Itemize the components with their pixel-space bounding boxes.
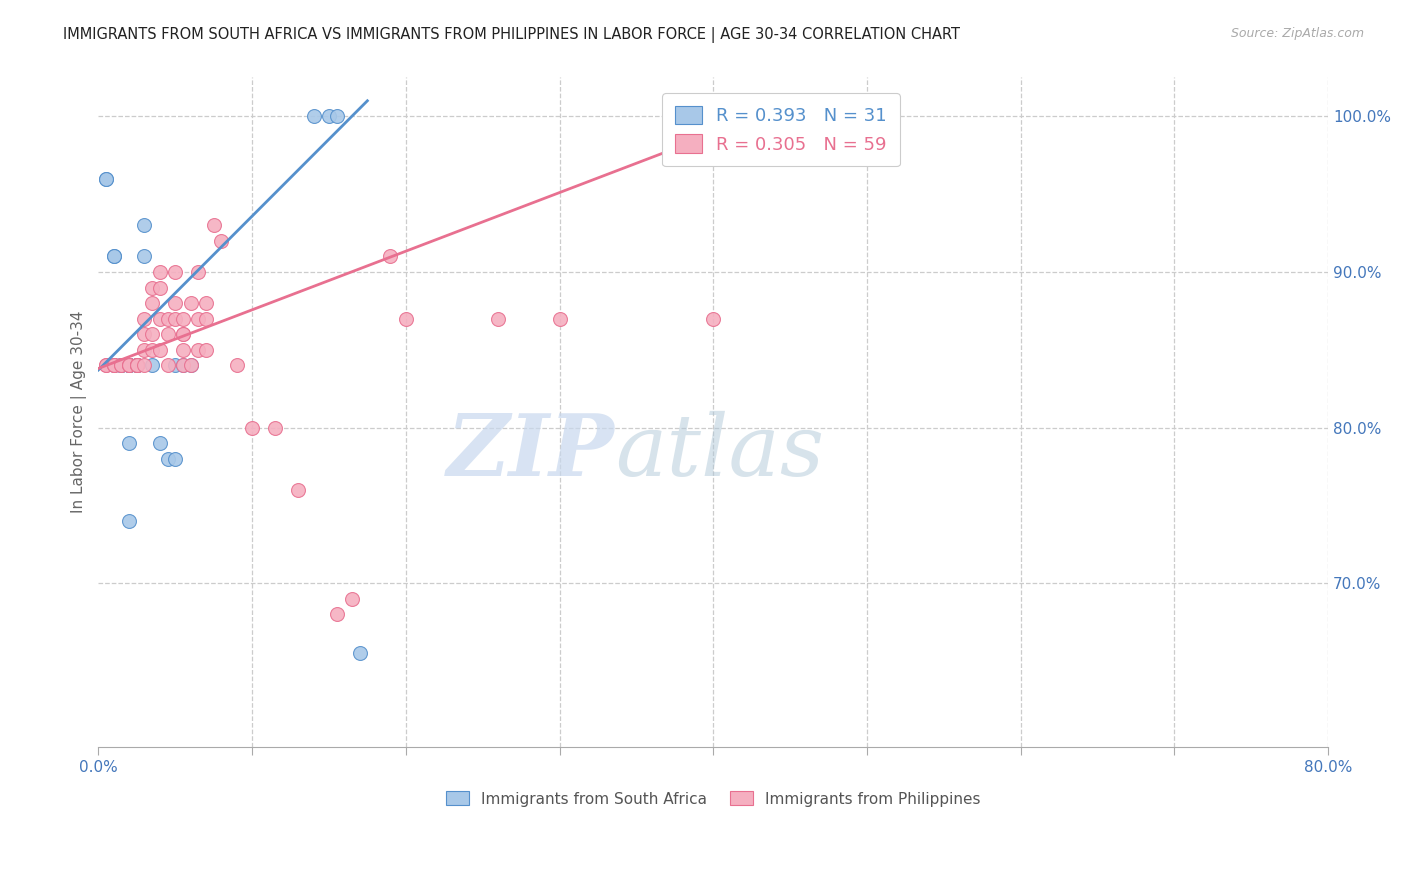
Point bbox=[209, 234, 232, 248]
Point bbox=[134, 219, 156, 233]
Point bbox=[118, 359, 141, 373]
Point bbox=[125, 359, 148, 373]
Point bbox=[134, 311, 156, 326]
Point bbox=[134, 343, 156, 357]
Point bbox=[156, 311, 179, 326]
Point bbox=[118, 359, 141, 373]
Point bbox=[172, 311, 194, 326]
Point bbox=[141, 280, 163, 294]
Point bbox=[548, 311, 571, 326]
Point bbox=[702, 311, 724, 326]
Point bbox=[141, 296, 163, 310]
Point bbox=[118, 514, 141, 528]
Text: ZIP: ZIP bbox=[447, 410, 614, 494]
Point bbox=[748, 109, 770, 123]
Point bbox=[125, 359, 148, 373]
Point bbox=[180, 359, 202, 373]
Point bbox=[141, 359, 163, 373]
Point bbox=[125, 359, 148, 373]
Text: atlas: atlas bbox=[614, 411, 824, 493]
Point bbox=[156, 327, 179, 342]
Point bbox=[110, 359, 132, 373]
Point bbox=[118, 359, 141, 373]
Point bbox=[118, 359, 141, 373]
Point bbox=[103, 359, 125, 373]
Point bbox=[180, 296, 202, 310]
Point bbox=[165, 296, 187, 310]
Text: IMMIGRANTS FROM SOUTH AFRICA VS IMMIGRANTS FROM PHILIPPINES IN LABOR FORCE | AGE: IMMIGRANTS FROM SOUTH AFRICA VS IMMIGRAN… bbox=[63, 27, 960, 43]
Point bbox=[103, 359, 125, 373]
Point bbox=[134, 359, 156, 373]
Point bbox=[225, 359, 247, 373]
Point bbox=[94, 171, 117, 186]
Point bbox=[172, 359, 194, 373]
Point bbox=[187, 343, 209, 357]
Point bbox=[110, 359, 132, 373]
Y-axis label: In Labor Force | Age 30-34: In Labor Force | Age 30-34 bbox=[72, 310, 87, 513]
Point bbox=[94, 359, 117, 373]
Point bbox=[264, 420, 287, 434]
Point bbox=[149, 343, 172, 357]
Point bbox=[486, 311, 509, 326]
Point bbox=[125, 359, 148, 373]
Point bbox=[240, 420, 263, 434]
Point bbox=[187, 311, 209, 326]
Point bbox=[118, 359, 141, 373]
Point bbox=[118, 359, 141, 373]
Legend: Immigrants from South Africa, Immigrants from Philippines: Immigrants from South Africa, Immigrants… bbox=[440, 785, 987, 813]
Point bbox=[103, 359, 125, 373]
Point bbox=[156, 451, 179, 466]
Point bbox=[380, 249, 402, 263]
Point bbox=[103, 249, 125, 263]
Point bbox=[172, 327, 194, 342]
Point bbox=[149, 280, 172, 294]
Point bbox=[94, 359, 117, 373]
Point bbox=[349, 646, 371, 660]
Point bbox=[156, 359, 179, 373]
Point bbox=[118, 436, 141, 450]
Point bbox=[103, 359, 125, 373]
Point bbox=[187, 265, 209, 279]
Point bbox=[325, 109, 347, 123]
Point bbox=[125, 359, 148, 373]
Point bbox=[118, 359, 141, 373]
Point bbox=[172, 327, 194, 342]
Point bbox=[165, 311, 187, 326]
Point bbox=[194, 343, 217, 357]
Point bbox=[302, 109, 325, 123]
Point bbox=[340, 591, 363, 606]
Point bbox=[165, 359, 187, 373]
Point bbox=[172, 359, 194, 373]
Point bbox=[141, 327, 163, 342]
Point bbox=[110, 359, 132, 373]
Point bbox=[141, 343, 163, 357]
Point bbox=[118, 359, 141, 373]
Point bbox=[103, 249, 125, 263]
Point bbox=[125, 359, 148, 373]
Point bbox=[94, 171, 117, 186]
Point bbox=[287, 483, 309, 497]
Point bbox=[325, 607, 347, 622]
Point bbox=[149, 311, 172, 326]
Point bbox=[318, 109, 340, 123]
Text: Source: ZipAtlas.com: Source: ZipAtlas.com bbox=[1230, 27, 1364, 40]
Point bbox=[110, 359, 132, 373]
Point bbox=[110, 359, 132, 373]
Point bbox=[165, 451, 187, 466]
Point bbox=[395, 311, 418, 326]
Point bbox=[202, 219, 225, 233]
Point bbox=[149, 436, 172, 450]
Point bbox=[172, 343, 194, 357]
Point bbox=[134, 249, 156, 263]
Point bbox=[134, 327, 156, 342]
Point bbox=[125, 359, 148, 373]
Point bbox=[194, 311, 217, 326]
Point bbox=[149, 265, 172, 279]
Point bbox=[180, 359, 202, 373]
Point bbox=[165, 265, 187, 279]
Point bbox=[194, 296, 217, 310]
